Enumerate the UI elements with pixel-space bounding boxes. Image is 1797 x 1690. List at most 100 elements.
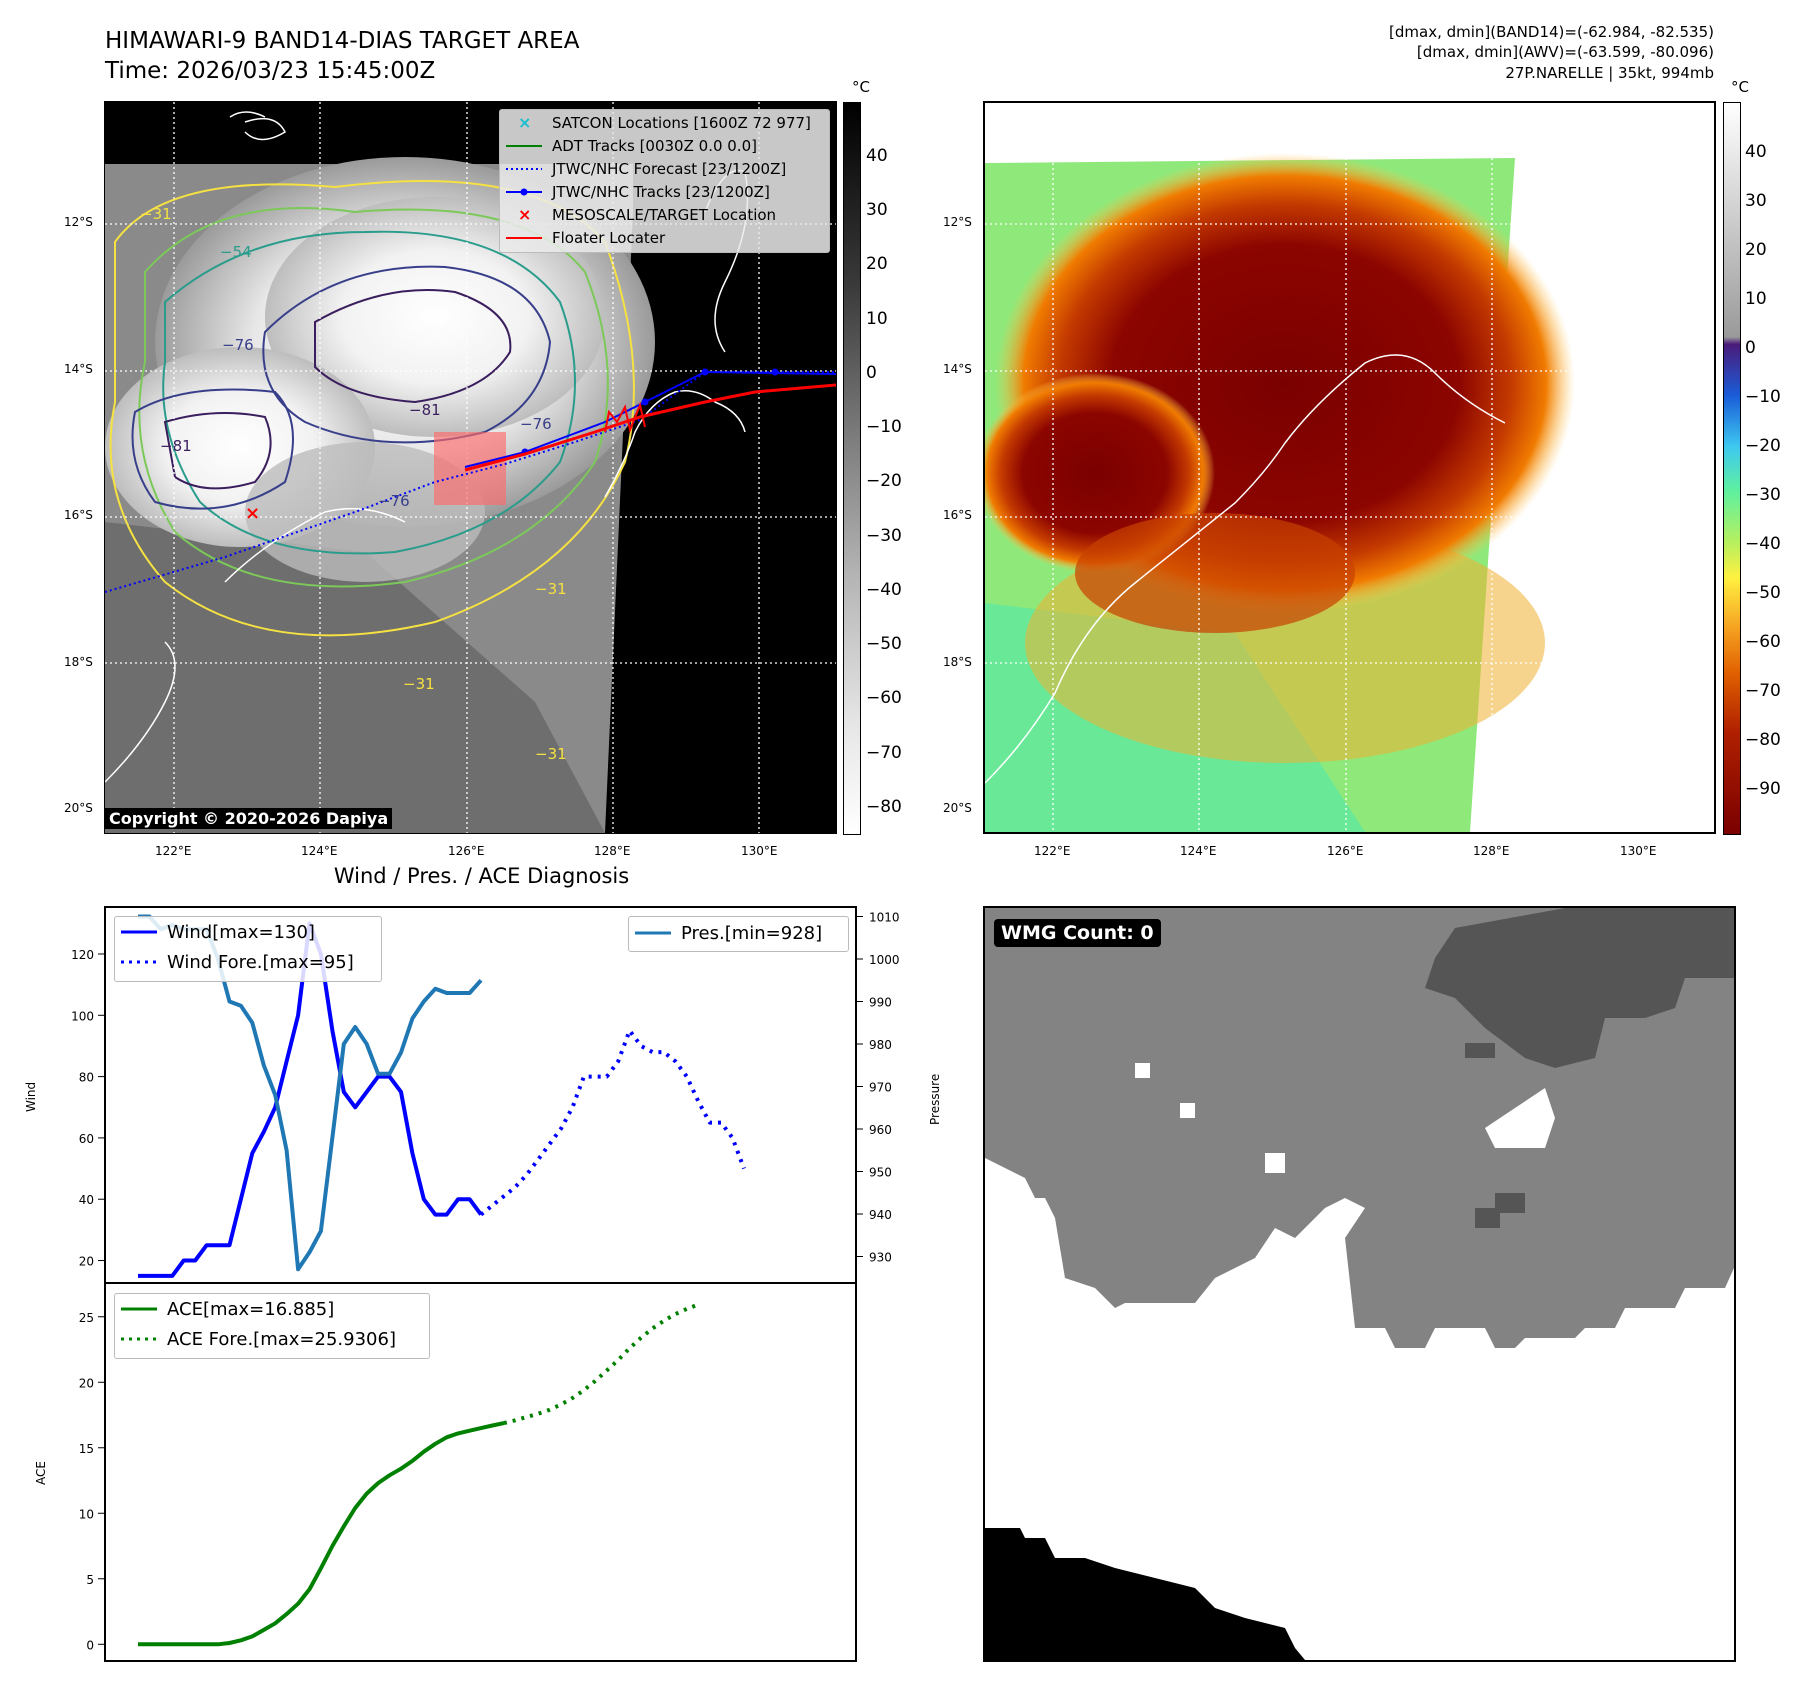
legend-label: JTWC/NHC Tracks [23/1200Z] [552,182,770,201]
colorbar-tick: 20 [1745,240,1767,260]
line-marker-icon [121,922,157,942]
svg-text:×: × [245,503,260,524]
legend-item-ace: ACE[max=16.885] [115,1294,429,1324]
y-tick-label: 10 [79,1507,94,1521]
info-band14: [dmax, dmin](BAND14)=(-62.984, -82.535) [1389,23,1714,41]
y-tick-label: 20 [79,1376,94,1390]
y2-tick-label: 1000 [869,953,900,967]
legend-label: SATCON Locations [1600Z 72 977] [552,113,811,132]
colorbar-tick: −70 [866,743,902,763]
legend-label: Wind Fore.[max=95] [167,951,354,973]
legend-label: Floater Locater [552,228,666,247]
legend-item-satcon: × SATCON Locations [1600Z 72 977] [500,111,829,134]
wind-axis-label: Wind [24,1081,38,1112]
legend-item-ace-forecast: ACE Fore.[max=25.9306] [115,1324,429,1354]
info-awv: [dmax, dmin](AWV)=(-63.599, -80.096) [1416,43,1714,61]
wmg-count-badge: WMG Count: 0 [994,919,1161,947]
line-marker-icon [635,923,671,943]
lon-label: 130°E [1620,844,1657,858]
diagnosis-divider [104,1282,857,1284]
contour-label: −76 [378,492,410,510]
lon-label: 126°E [448,844,485,858]
contour-label: −81 [160,437,192,455]
colorbar-tick: −80 [866,797,902,817]
series-line-observed [138,1421,505,1647]
series-line-forecast [479,1028,746,1217]
y2-tick-label: 960 [869,1123,892,1137]
y-tick-label: 0 [86,1638,94,1652]
legend-label: ACE[max=16.885] [167,1298,335,1320]
colorbar-tick: 10 [1745,289,1767,309]
colorbar-tick: −20 [1745,436,1781,456]
colorbar-tick: −40 [1745,534,1781,554]
colorbar-tick: −80 [1745,730,1781,750]
colorbar-tick: −50 [866,634,902,654]
contour-label: −76 [222,336,254,354]
lat-label: 14°S [64,362,93,376]
legend-item-wind: Wind[max=130] [115,917,381,947]
lat-label: 18°S [64,655,93,669]
contour-label: −31 [535,745,567,763]
lon-label: 124°E [1180,844,1217,858]
colorbar-tick: −60 [1745,632,1781,652]
y-tick-label: 40 [79,1193,94,1207]
colorbar-tick: −90 [1745,779,1781,799]
copyright-badge: Copyright © 2020-2026 Dapiya [105,808,393,829]
dotted-line-icon [121,1329,157,1349]
legend-item-forecast: JTWC/NHC Forecast [23/1200Z] [500,157,829,180]
colorbar-tick: 0 [866,363,877,383]
colorbar-tick: 0 [1745,338,1756,358]
series-line-forecast [503,1302,699,1426]
colorbar-unit-right: °C [1731,78,1749,96]
colorbar-tick: −40 [866,580,902,600]
y-tick-label: 5 [86,1573,94,1587]
colorbar-tick: −50 [1745,583,1781,603]
lat-label: 20°S [943,801,972,815]
y2-tick-label: 980 [869,1038,892,1052]
wmg-image [985,908,1734,1660]
map-legend: × SATCON Locations [1600Z 72 977] ADT Tra… [499,109,830,253]
ace-legend: ACE[max=16.885] ACE Fore.[max=25.9306] [114,1293,430,1359]
wind-legend: Wind[max=130] Wind Fore.[max=95] [114,916,382,982]
legend-item-wind-forecast: Wind Fore.[max=95] [115,947,381,977]
lon-label: 122°E [1034,844,1071,858]
y2-tick-label: 1010 [869,911,900,925]
colorbar-tick: 30 [866,200,888,220]
colorbar-tick: −10 [1745,387,1781,407]
right-colorbar [1723,102,1741,835]
lon-label: 122°E [155,844,192,858]
colorbar-tick: 20 [866,254,888,274]
y2-tick-label: 950 [869,1166,892,1180]
legend-item-target: × MESOSCALE/TARGET Location [500,203,829,226]
y-tick-label: 60 [79,1132,94,1146]
line-marker-icon [506,228,542,248]
band14-map-image: × [105,102,836,833]
y2-tick-label: 930 [869,1251,892,1265]
contour-label: −54 [220,243,252,261]
band14-map: × [104,101,837,834]
legend-item-floater: Floater Locater [500,226,829,249]
lat-label: 20°S [64,801,93,815]
y-tick-label: 20 [79,1255,94,1269]
legend-label: Pres.[min=928] [681,922,823,944]
y-tick-label: 100 [71,1009,94,1023]
y2-tick-label: 970 [869,1081,892,1095]
colorbar-tick: 40 [1745,142,1767,162]
legend-label: ACE Fore.[max=25.9306] [167,1328,396,1350]
colorbar-tick: −30 [866,526,902,546]
cross-marker-icon: × [506,113,542,133]
contour-label: −76 [520,415,552,433]
colorbar-tick: −10 [866,417,902,437]
legend-item-tracks: JTWC/NHC Tracks [23/1200Z] [500,180,829,203]
contour-label: −31 [535,580,567,598]
y-tick-label: 15 [79,1442,94,1456]
ace-axis-label: ACE [34,1461,48,1485]
legend-item-pressure: Pres.[min=928] [629,917,848,949]
legend-label: ADT Tracks [0030Z 0.0 0.0] [552,136,757,155]
awv-map-image [985,103,1714,832]
awv-map [983,101,1716,834]
colorbar-tick: 40 [866,146,888,166]
figure-time: Time: 2026/03/23 15:45:00Z [105,58,436,84]
figure-title: HIMAWARI-9 BAND14-DIAS TARGET AREA [105,28,580,54]
pressure-legend: Pres.[min=928] [628,916,849,952]
